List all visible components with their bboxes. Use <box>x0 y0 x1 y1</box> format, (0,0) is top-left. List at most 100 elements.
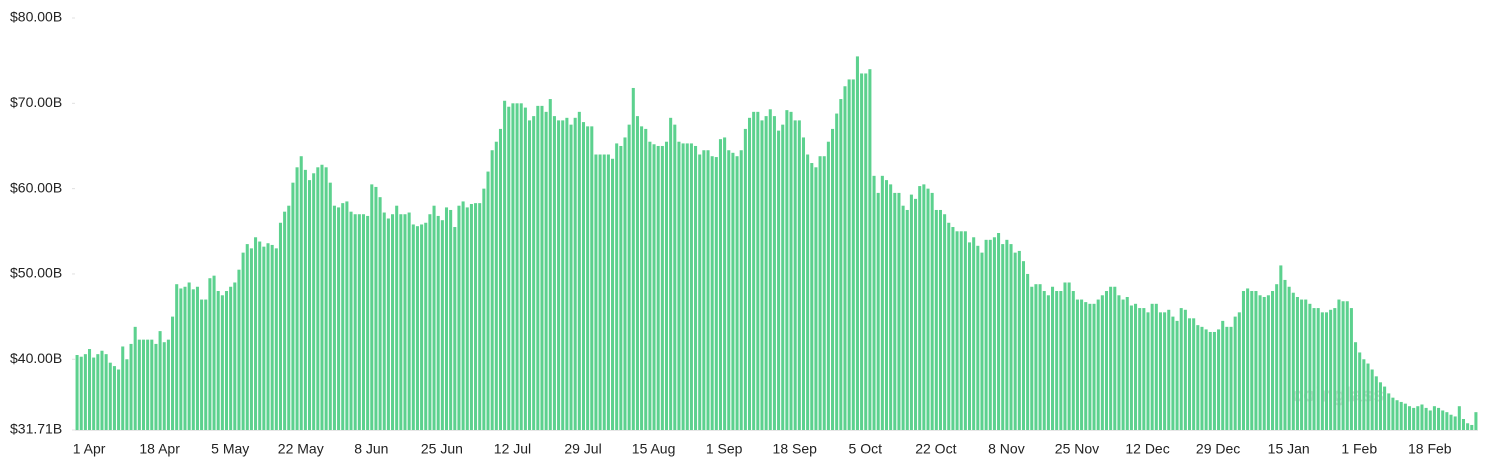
bar <box>237 269 241 430</box>
bar <box>947 222 951 430</box>
bar <box>843 86 847 430</box>
bar <box>511 103 515 430</box>
bar <box>1246 288 1250 430</box>
bar <box>1283 279 1287 430</box>
bar <box>291 182 295 430</box>
bar <box>1046 295 1050 430</box>
bar <box>254 237 258 430</box>
bar <box>926 188 930 430</box>
bar <box>901 205 905 430</box>
bar <box>507 106 511 430</box>
bar <box>141 339 146 430</box>
bar <box>1341 301 1345 430</box>
x-tick-label: 12 Jul <box>494 441 531 457</box>
bar <box>972 237 976 430</box>
bar <box>162 342 166 430</box>
bar <box>432 205 436 430</box>
bar <box>1416 406 1420 430</box>
bar <box>1441 410 1445 430</box>
bar <box>1080 299 1084 430</box>
bar <box>1461 418 1465 430</box>
bar <box>997 233 1001 430</box>
bar <box>561 120 565 431</box>
bar <box>1208 331 1212 430</box>
bar <box>1192 318 1196 430</box>
bar <box>453 227 457 430</box>
x-tick-label: 15 Jan <box>1268 441 1310 457</box>
bar <box>747 117 752 431</box>
bar <box>872 175 876 430</box>
bar <box>532 116 536 431</box>
bar <box>1262 296 1266 430</box>
bar <box>469 203 473 430</box>
bar <box>1445 412 1449 430</box>
bar <box>104 354 108 430</box>
bar <box>478 203 482 430</box>
bar <box>212 275 216 430</box>
bar <box>1042 291 1046 430</box>
bar <box>424 222 428 430</box>
bar <box>548 99 552 431</box>
bar <box>934 209 938 430</box>
bar <box>515 103 519 430</box>
bar <box>1051 286 1055 430</box>
bar <box>1383 386 1387 430</box>
bar <box>1437 407 1441 430</box>
bar <box>893 192 897 430</box>
x-tick-label: 5 May <box>211 441 249 457</box>
bar <box>337 207 341 430</box>
bar <box>1304 299 1308 430</box>
x-tick-label: 8 Jun <box>354 441 388 457</box>
bar <box>1063 282 1067 430</box>
bar <box>125 359 129 430</box>
bar <box>581 122 586 430</box>
bar <box>1005 239 1009 430</box>
bar <box>880 175 884 430</box>
bar <box>1071 291 1075 430</box>
bar <box>353 214 357 430</box>
bar <box>839 99 843 431</box>
bar <box>382 212 386 430</box>
bar <box>1142 308 1146 430</box>
bar <box>328 182 332 430</box>
bar <box>1329 309 1333 430</box>
bar <box>191 289 195 430</box>
bar <box>233 282 237 430</box>
bar <box>876 192 880 430</box>
bar <box>498 128 502 430</box>
bar <box>274 248 278 430</box>
bar <box>361 214 366 430</box>
bar <box>785 110 789 430</box>
bar <box>1320 312 1324 430</box>
bar <box>1470 424 1474 430</box>
bar <box>768 109 772 430</box>
bar <box>1096 299 1100 430</box>
bar <box>1067 282 1071 430</box>
bar <box>1001 244 1005 430</box>
x-tick-label: 25 Nov <box>1055 441 1099 457</box>
bar <box>100 350 104 430</box>
bar <box>1300 299 1304 430</box>
bar <box>1009 244 1013 430</box>
bar <box>378 197 382 430</box>
bar <box>810 163 814 430</box>
bar <box>457 205 461 430</box>
bar <box>835 113 839 430</box>
bar <box>258 241 262 430</box>
bar <box>1395 400 1399 430</box>
bar <box>154 343 158 430</box>
bar <box>1179 308 1183 430</box>
bar <box>777 130 781 431</box>
bar <box>797 120 801 431</box>
bar <box>83 354 87 430</box>
bar <box>1428 410 1432 430</box>
bar <box>681 143 685 430</box>
bar <box>403 214 407 430</box>
bar <box>1187 318 1192 430</box>
x-tick-label: 1 Feb <box>1341 441 1377 457</box>
bar <box>1183 309 1187 430</box>
y-tick-label: $80.00B <box>10 9 62 25</box>
bar <box>75 355 79 430</box>
bar <box>1217 329 1221 430</box>
bar <box>702 150 706 430</box>
